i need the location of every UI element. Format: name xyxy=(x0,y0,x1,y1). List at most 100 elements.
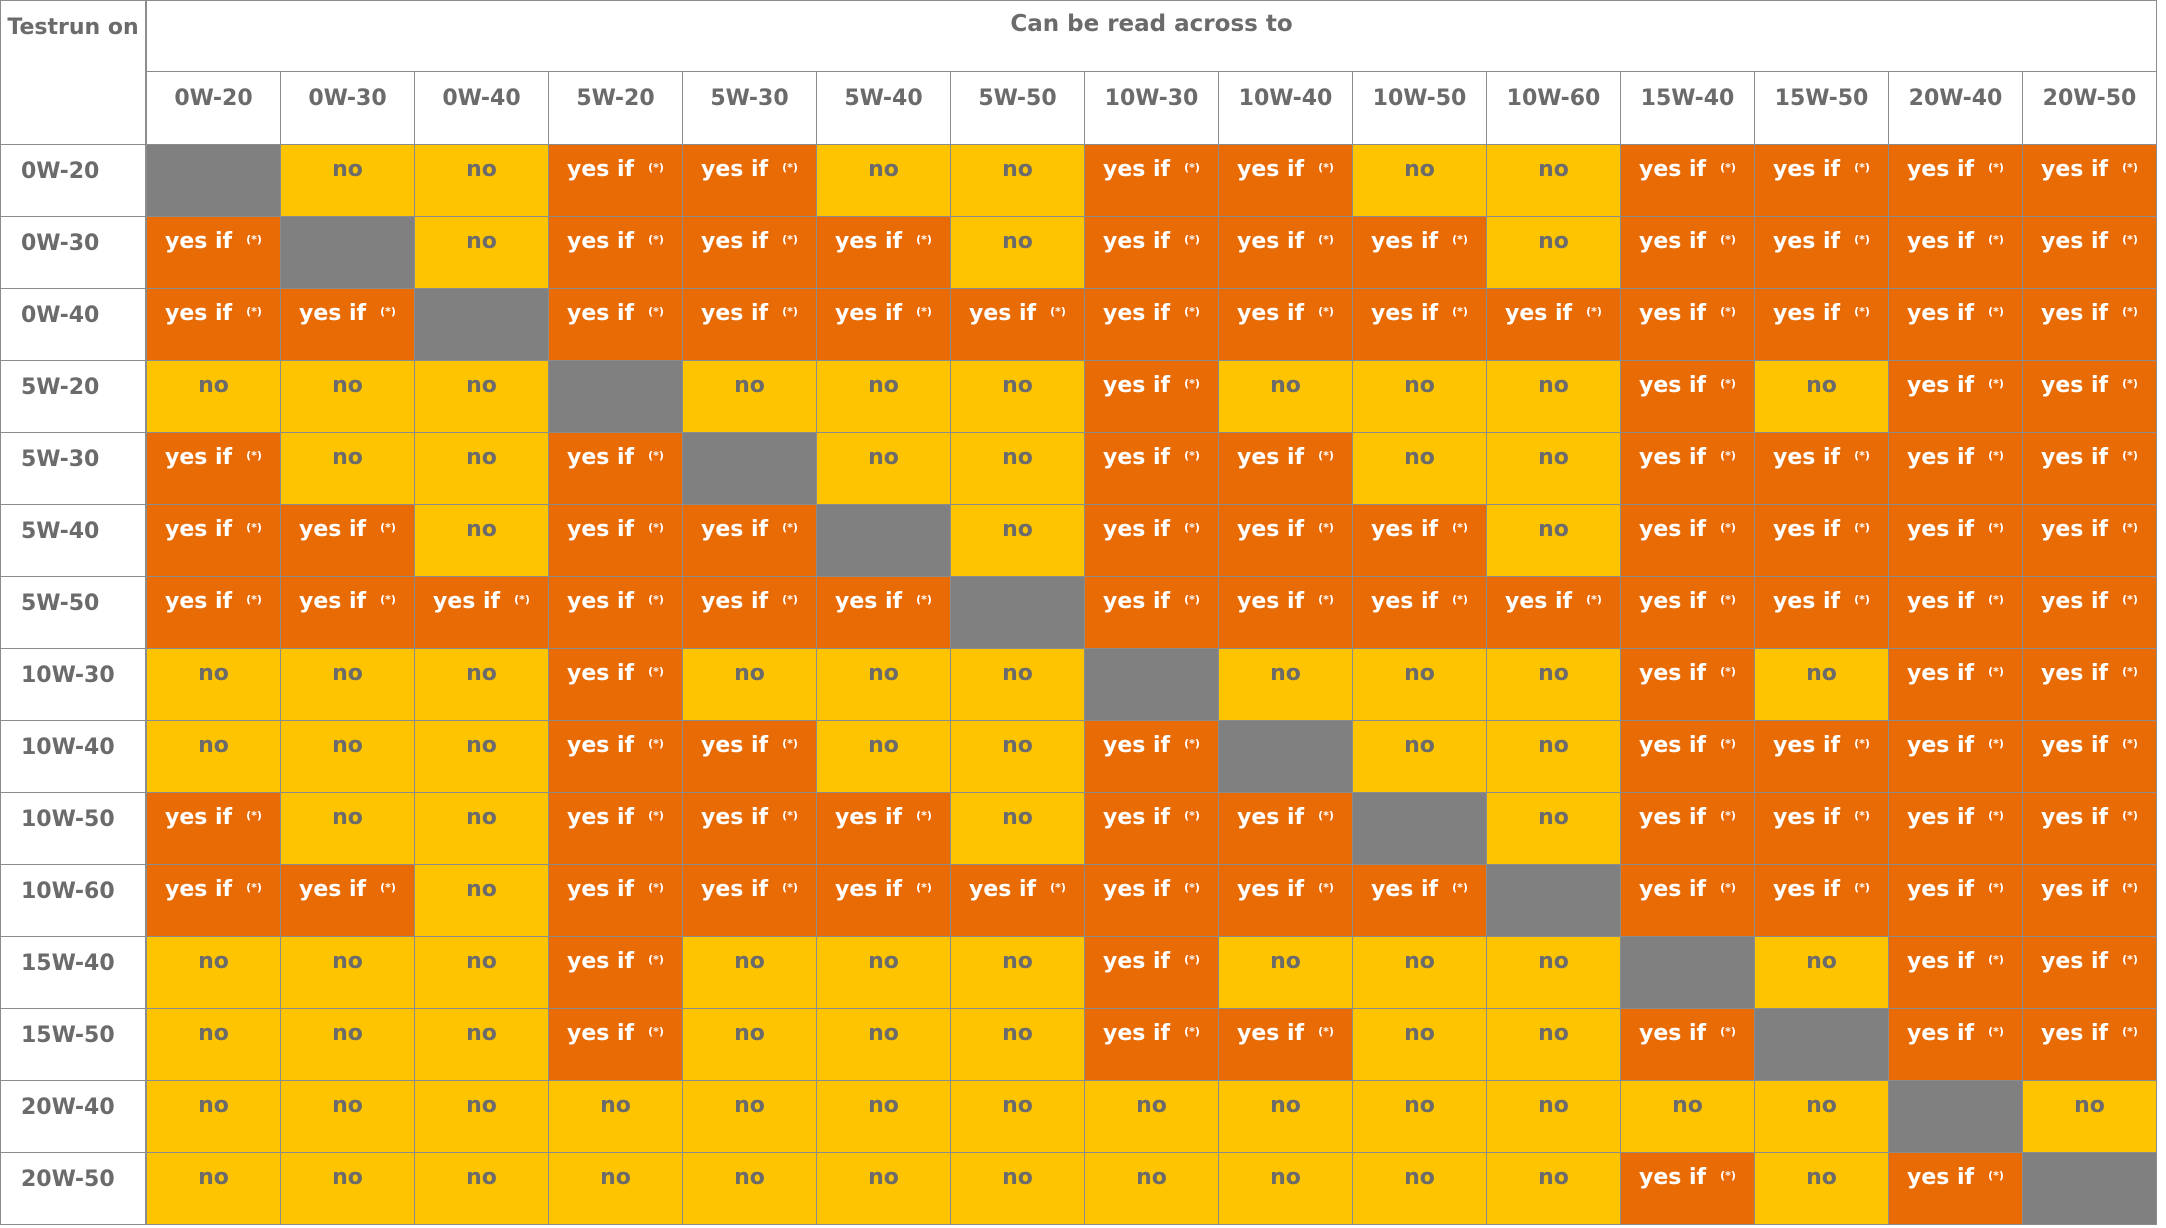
footnote-marker: (*) xyxy=(1452,521,1468,534)
yes-if-label: yes if xyxy=(1907,1165,1975,1190)
column-header: 10W-60 xyxy=(1487,72,1621,145)
cell-yes-if: yes if (*) xyxy=(1219,865,1353,937)
cell-no: no xyxy=(415,1153,549,1225)
cell-yes-if: yes if (*) xyxy=(1889,433,2023,505)
footnote-marker: (*) xyxy=(916,593,932,606)
cell-no: no xyxy=(281,1009,415,1081)
cell-no: no xyxy=(951,217,1085,289)
yes-if-label: yes if xyxy=(165,589,233,614)
cell-yes-if: yes if (*) xyxy=(2023,937,2157,1009)
cell-yes-if: yes if (*) xyxy=(1353,865,1487,937)
cell-no: no xyxy=(817,433,951,505)
cell-no: no xyxy=(951,1153,1085,1225)
cell-yes-if: yes if (*) xyxy=(1621,505,1755,577)
cell-yes-if: yes if (*) xyxy=(1621,1009,1755,1081)
footnote-marker: (*) xyxy=(1318,233,1334,246)
yes-if-label: yes if xyxy=(1639,1165,1707,1190)
cell-same-grade xyxy=(951,577,1085,649)
cell-no: no xyxy=(281,145,415,217)
cell-yes-if: yes if (*) xyxy=(281,289,415,361)
cell-no: no xyxy=(951,1009,1085,1081)
column-header: 5W-50 xyxy=(951,72,1085,145)
footnote-marker: (*) xyxy=(1988,953,2004,966)
cell-yes-if: yes if (*) xyxy=(1621,721,1755,793)
yes-if-label: yes if xyxy=(1639,805,1707,830)
cell-no: no xyxy=(1219,937,1353,1009)
row-header: 15W-50 xyxy=(1,1009,147,1081)
yes-if-label: yes if xyxy=(1907,805,1975,830)
footnote-marker: (*) xyxy=(648,305,664,318)
cell-no: no xyxy=(951,145,1085,217)
cell-yes-if: yes if (*) xyxy=(1889,361,2023,433)
footnote-marker: (*) xyxy=(1720,377,1736,390)
cell-yes-if: yes if (*) xyxy=(1219,505,1353,577)
cell-no: no xyxy=(415,937,549,1009)
cell-yes-if: yes if (*) xyxy=(1755,793,1889,865)
footnote-marker: (*) xyxy=(1184,953,1200,966)
cell-no: no xyxy=(281,937,415,1009)
yes-if-label: yes if xyxy=(567,805,635,830)
cell-yes-if: yes if (*) xyxy=(549,577,683,649)
cell-no: no xyxy=(415,793,549,865)
footnote-marker: (*) xyxy=(1854,737,1870,750)
cell-yes-if: yes if (*) xyxy=(1085,865,1219,937)
yes-if-label: yes if xyxy=(835,877,903,902)
yes-if-label: yes if xyxy=(165,301,233,326)
yes-if-label: yes if xyxy=(299,877,367,902)
cell-same-grade xyxy=(1621,937,1755,1009)
cell-no: no xyxy=(1487,145,1621,217)
yes-if-label: yes if xyxy=(1237,805,1305,830)
cell-yes-if: yes if (*) xyxy=(1085,937,1219,1009)
yes-if-label: yes if xyxy=(1237,589,1305,614)
yes-if-label: yes if xyxy=(1103,301,1171,326)
cell-no: no xyxy=(1621,1081,1755,1153)
cell-no: no xyxy=(147,361,281,433)
cell-no: no xyxy=(683,1009,817,1081)
footnote-marker: (*) xyxy=(1720,881,1736,894)
footnote-marker: (*) xyxy=(1184,377,1200,390)
footnote-marker: (*) xyxy=(1988,1025,2004,1038)
footnote-marker: (*) xyxy=(1720,521,1736,534)
footnote-marker: (*) xyxy=(1318,1025,1334,1038)
yes-if-label: yes if xyxy=(1639,733,1707,758)
column-header: 0W-40 xyxy=(415,72,549,145)
footnote-marker: (*) xyxy=(2122,809,2138,822)
cell-yes-if: yes if (*) xyxy=(1621,649,1755,721)
cell-same-grade xyxy=(415,289,549,361)
footnote-marker: (*) xyxy=(782,809,798,822)
yes-if-label: yes if xyxy=(1639,157,1707,182)
cell-yes-if: yes if (*) xyxy=(1889,937,2023,1009)
cell-yes-if: yes if (*) xyxy=(2023,433,2157,505)
row-header: 20W-50 xyxy=(1,1153,147,1225)
footnote-marker: (*) xyxy=(1184,305,1200,318)
yes-if-label: yes if xyxy=(1103,949,1171,974)
column-header: 5W-20 xyxy=(549,72,683,145)
yes-if-label: yes if xyxy=(1907,733,1975,758)
yes-if-label: yes if xyxy=(835,805,903,830)
footnote-marker: (*) xyxy=(1720,737,1736,750)
row-header: 20W-40 xyxy=(1,1081,147,1153)
footnote-marker: (*) xyxy=(1854,161,1870,174)
column-header: 0W-30 xyxy=(281,72,415,145)
yes-if-label: yes if xyxy=(1103,517,1171,542)
cell-yes-if: yes if (*) xyxy=(1621,145,1755,217)
cell-yes-if: yes if (*) xyxy=(281,505,415,577)
footnote-marker: (*) xyxy=(1720,449,1736,462)
cell-no: no xyxy=(951,721,1085,793)
cell-yes-if: yes if (*) xyxy=(1755,217,1889,289)
footnote-marker: (*) xyxy=(2122,1025,2138,1038)
cell-no: no xyxy=(817,1153,951,1225)
footnote-marker: (*) xyxy=(648,161,664,174)
cell-yes-if: yes if (*) xyxy=(1353,577,1487,649)
cell-yes-if: yes if (*) xyxy=(683,505,817,577)
cell-no: no xyxy=(1085,1153,1219,1225)
yes-if-label: yes if xyxy=(1103,877,1171,902)
cell-yes-if: yes if (*) xyxy=(1755,505,1889,577)
cell-no: no xyxy=(281,649,415,721)
cell-yes-if: yes if (*) xyxy=(1755,433,1889,505)
yes-if-label: yes if xyxy=(299,517,367,542)
columns-title: Can be read across to xyxy=(147,1,2157,72)
footnote-marker: (*) xyxy=(246,809,262,822)
cell-same-grade xyxy=(683,433,817,505)
footnote-marker: (*) xyxy=(380,593,396,606)
